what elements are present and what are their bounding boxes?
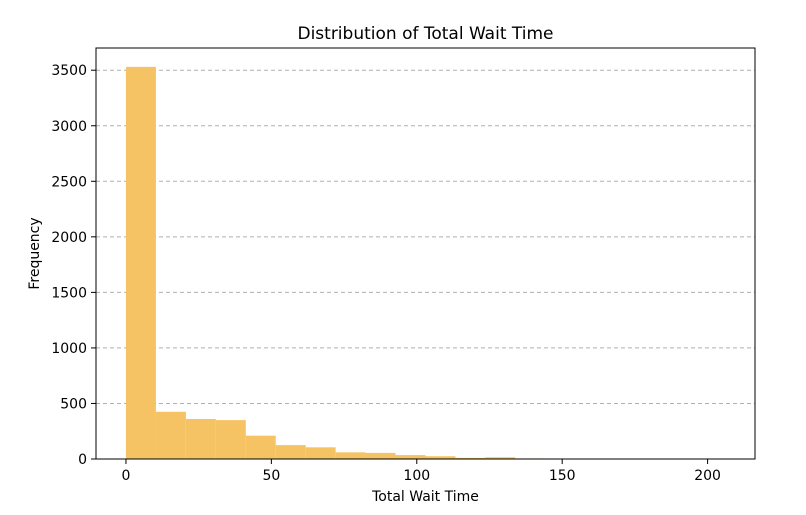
x-tick-label: 200 bbox=[694, 468, 721, 484]
histogram-bar bbox=[335, 452, 366, 459]
histogram-bar bbox=[155, 411, 186, 459]
x-tick-label: 50 bbox=[262, 468, 280, 484]
y-tick-label: 3500 bbox=[51, 63, 87, 79]
histogram-bar bbox=[275, 445, 306, 459]
y-axis-ticks: 0 500 1000 1500 2000 2500 3000 3500 bbox=[51, 63, 96, 468]
y-tick-label: 1000 bbox=[51, 341, 87, 357]
y-tick-label: 0 bbox=[78, 452, 87, 468]
y-axis-title: Frequency bbox=[27, 217, 43, 289]
y-tick-label: 3000 bbox=[51, 119, 87, 135]
histogram-bar bbox=[245, 435, 276, 459]
y-tick-label: 500 bbox=[60, 396, 87, 412]
x-tick-label: 0 bbox=[121, 468, 130, 484]
x-axis-title: Total Wait Time bbox=[371, 489, 479, 505]
histogram-bar bbox=[365, 452, 396, 459]
x-tick-label: 150 bbox=[549, 468, 576, 484]
histogram-bar bbox=[185, 419, 216, 459]
y-tick-label: 2500 bbox=[51, 174, 87, 190]
y-gridlines bbox=[96, 69, 755, 404]
y-tick-label: 2000 bbox=[51, 230, 87, 246]
histogram-bar bbox=[215, 420, 246, 459]
histogram-bar bbox=[395, 455, 426, 459]
y-tick-label: 1500 bbox=[51, 285, 87, 301]
x-tick-label: 100 bbox=[403, 468, 430, 484]
histogram-bar bbox=[305, 447, 336, 459]
x-axis-ticks: 0 50 100 150 200 bbox=[121, 459, 721, 484]
histogram-bar bbox=[425, 456, 456, 459]
histogram-bar bbox=[125, 66, 156, 459]
histogram-bar bbox=[455, 457, 486, 459]
chart-title: Distribution of Total Wait Time bbox=[297, 24, 553, 44]
histogram-bar bbox=[485, 457, 516, 459]
plot-area-frame bbox=[95, 47, 756, 460]
